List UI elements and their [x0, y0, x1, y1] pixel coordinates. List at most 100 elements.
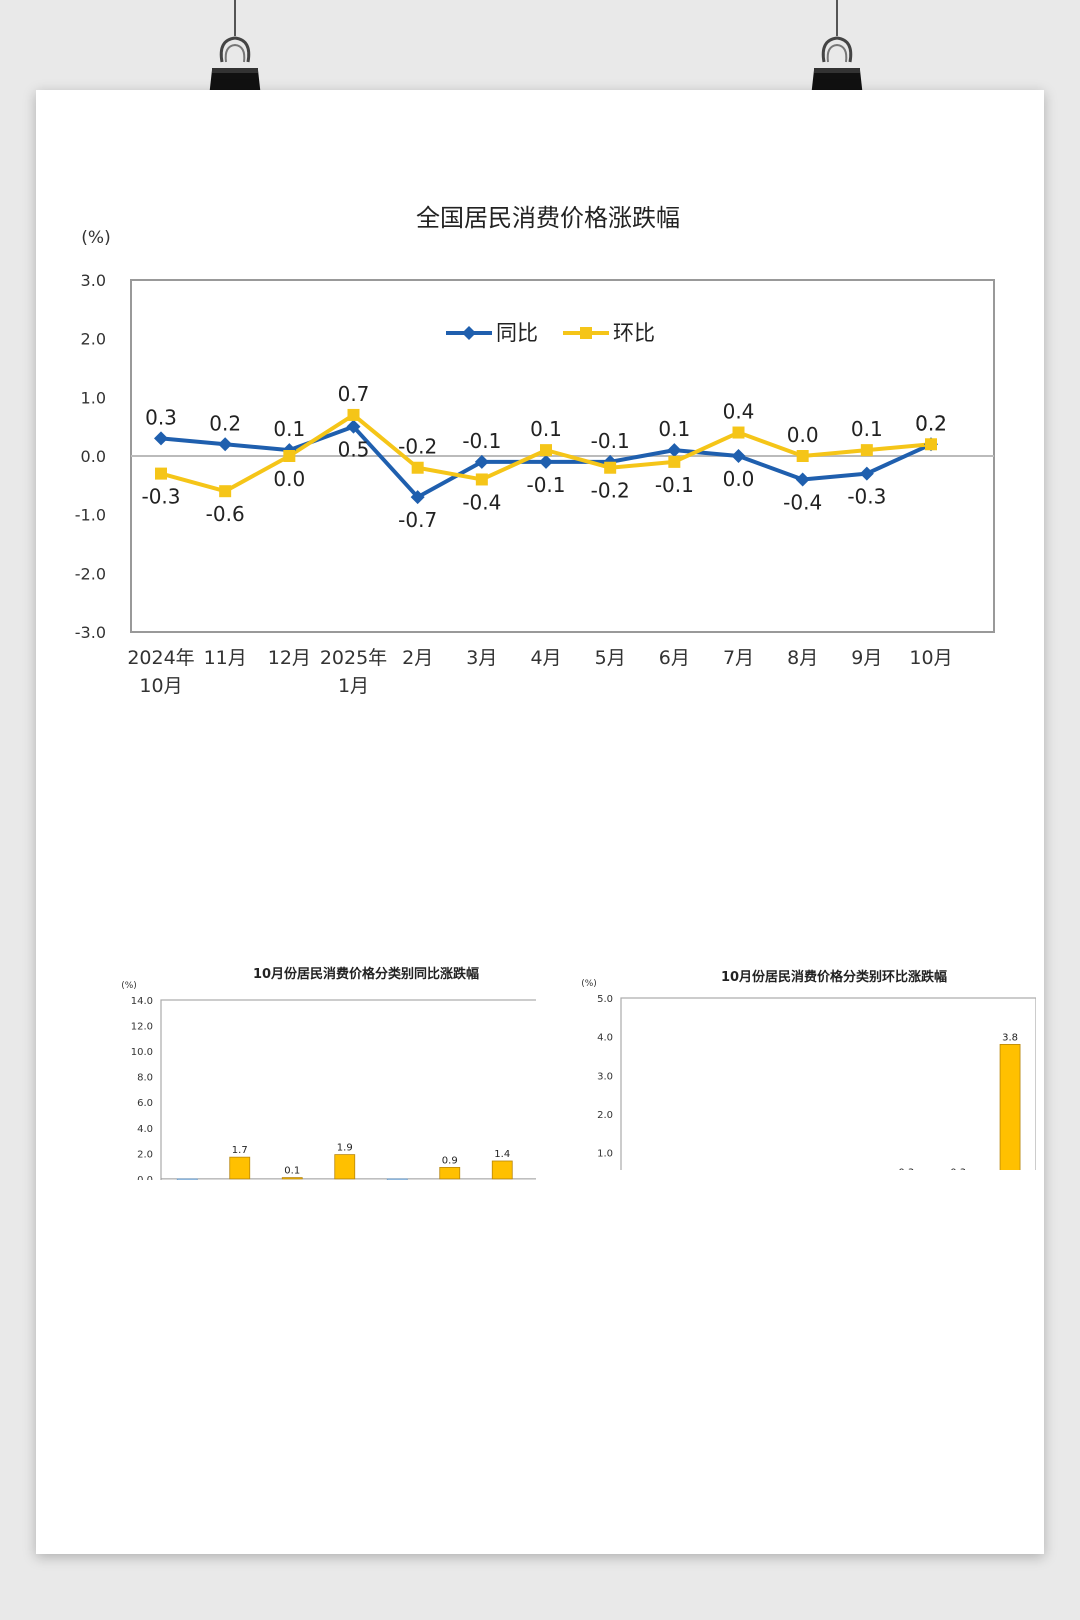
data-label: -0.3 [847, 485, 886, 509]
plot-frame [160, 999, 536, 1180]
data-label: 0.1 [658, 417, 690, 441]
legend-marker [462, 326, 476, 340]
x-tick-label: 2025年 [320, 647, 387, 669]
data-label: 0.5 [338, 438, 370, 462]
data-point [604, 461, 617, 474]
x-tick-label: 10月 [139, 675, 182, 697]
data-point [474, 454, 489, 469]
data-point [859, 466, 874, 481]
data-point [219, 485, 232, 498]
data-point [411, 461, 424, 474]
data-point [154, 431, 168, 446]
data-label: 0.3 [898, 1168, 914, 1170]
y-unit-label: (%) [81, 228, 110, 248]
poster-sheet: 全国居民消费价格涨跌幅 (%) 3.0 2.0 1.0 0.0 -1.0 -2.0 -3.0 20… [36, 90, 1044, 1554]
data-label: 1.4 [494, 1149, 510, 1160]
y-tick-label: 14.0 [131, 996, 153, 1007]
data-label: 0.9 [442, 1155, 458, 1166]
x-tick-label: 12月 [268, 647, 311, 669]
data-label: 0.7 [338, 382, 370, 406]
y-tick-label: 3.0 [81, 271, 106, 290]
binder-clip-icon [219, 36, 251, 63]
data-label: -0.7 [398, 508, 437, 532]
bar [999, 1043, 1021, 1170]
yoy-bar-chart: 10月份居民消费价格分类别同比涨跌幅 (%) 14.0 12.0 10.0 8.0 6.0 4… [121, 966, 536, 1180]
data-label: -0.4 [783, 490, 822, 514]
x-tick-label: 3月 [466, 647, 497, 669]
data-point [283, 450, 296, 462]
y-tick-label: 4.0 [597, 1033, 613, 1044]
chart-title: 10月份居民消费价格分类别环比涨跌幅 [721, 969, 947, 985]
y-unit-label: (%) [581, 979, 597, 989]
y-tick-label: -1.0 [75, 506, 106, 525]
y-tick-label: 2.0 [597, 1110, 613, 1121]
x-tick-label: 4月 [530, 647, 561, 669]
bar [176, 1178, 198, 1180]
y-tick-label: -3.0 [75, 623, 106, 642]
y-tick-label: 1.0 [597, 1149, 613, 1160]
data-label: 0.1 [530, 417, 562, 441]
data-label: 1.9 [337, 1143, 353, 1154]
data-point [795, 472, 810, 487]
bar [439, 1166, 461, 1180]
y-tick-label: 1.0 [81, 388, 106, 407]
y-tick-label: 0.0 [137, 1175, 153, 1180]
data-label: -0.1 [655, 473, 694, 497]
data-point [475, 473, 488, 486]
data-point [860, 444, 873, 457]
y-tick-label: 12.0 [131, 1022, 153, 1033]
data-label: 0.0 [787, 423, 819, 447]
legend-marker [580, 327, 592, 339]
y-tick-label: 10.0 [131, 1047, 153, 1058]
x-tick-label: 2月 [402, 647, 433, 669]
data-point [539, 454, 553, 469]
data-label: -0.1 [591, 429, 630, 453]
data-label: -0.2 [398, 435, 437, 459]
data-point [540, 444, 552, 457]
x-tick-label: 9月 [851, 647, 882, 669]
data-point [667, 443, 682, 458]
data-label: 0.4 [723, 400, 755, 424]
y-tick-label: 8.0 [137, 1073, 153, 1084]
data-point [731, 449, 746, 463]
chart-title: 全国居民消费价格涨跌幅 [416, 204, 680, 232]
data-label: -0.4 [462, 490, 501, 514]
x-tick-label: 2024年 [127, 647, 194, 669]
x-tick-label: 6月 [659, 647, 690, 669]
bar [229, 1156, 251, 1180]
data-label: 0.0 [273, 467, 305, 491]
y-tick-label: 4.0 [137, 1124, 153, 1135]
data-label: 1.7 [232, 1145, 248, 1156]
legend-label: 同比 [496, 321, 538, 345]
data-label: -0.1 [462, 429, 501, 453]
data-point [668, 455, 681, 468]
data-label: 3.8 [1002, 1032, 1018, 1043]
chart-title: 10月份居民消费价格分类别同比涨跌幅 [253, 966, 479, 982]
data-point [346, 419, 361, 434]
legend-label: 环比 [613, 321, 655, 345]
data-point [410, 490, 425, 505]
plot-frame [620, 997, 1036, 1170]
bar [334, 1154, 356, 1180]
data-label: 0.1 [284, 1166, 300, 1177]
data-label: -0.2 [591, 479, 630, 503]
binder-clip-icon [821, 36, 853, 63]
x-tick-label: 7月 [723, 647, 754, 669]
y-tick-label: 5.0 [597, 994, 613, 1005]
data-point [218, 437, 233, 452]
bar [281, 1177, 303, 1180]
data-label: -0.6 [206, 502, 245, 526]
data-label: 0.0 [723, 467, 755, 491]
data-label: 0.2 [915, 411, 947, 435]
data-point [732, 426, 745, 439]
bar [386, 1178, 408, 1180]
x-tick-label: 8月 [787, 647, 818, 669]
x-tick-label: 5月 [595, 647, 626, 669]
data-label: -0.3 [141, 485, 180, 509]
data-label: 0.2 [915, 411, 947, 435]
main-line-chart: 全国居民消费价格涨跌幅 (%) 3.0 2.0 1.0 0.0 -1.0 -2.0 -3.0 20… [75, 204, 995, 697]
data-point [347, 408, 360, 421]
y-unit-label: (%) [121, 981, 137, 991]
y-tick-label: 6.0 [137, 1098, 153, 1109]
